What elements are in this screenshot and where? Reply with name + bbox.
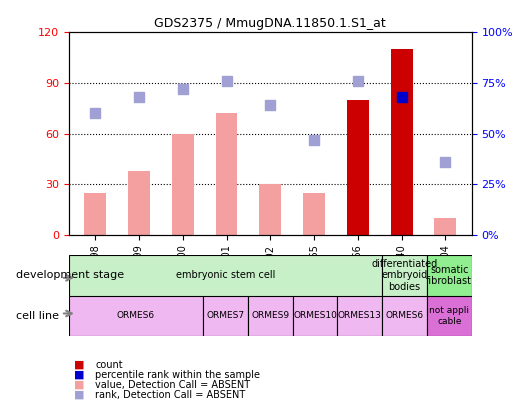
Text: value, Detection Call = ABSENT: value, Detection Call = ABSENT xyxy=(95,380,251,390)
Title: GDS2375 / MmugDNA.11850.1.S1_at: GDS2375 / MmugDNA.11850.1.S1_at xyxy=(154,17,386,30)
Bar xyxy=(128,171,150,235)
FancyBboxPatch shape xyxy=(69,296,203,336)
Text: percentile rank within the sample: percentile rank within the sample xyxy=(95,370,260,379)
Bar xyxy=(216,113,237,235)
Point xyxy=(354,78,362,84)
Text: development stage: development stage xyxy=(16,271,124,280)
Bar xyxy=(391,49,412,235)
Text: ■: ■ xyxy=(74,360,85,369)
Bar xyxy=(435,218,456,235)
FancyBboxPatch shape xyxy=(248,296,293,336)
FancyBboxPatch shape xyxy=(427,296,472,336)
Text: cell line: cell line xyxy=(16,311,59,321)
FancyBboxPatch shape xyxy=(427,255,472,296)
Text: rank, Detection Call = ABSENT: rank, Detection Call = ABSENT xyxy=(95,390,245,400)
Bar xyxy=(84,193,106,235)
Text: ORMES9: ORMES9 xyxy=(251,311,289,320)
Text: ORMES7: ORMES7 xyxy=(207,311,245,320)
Text: not appli
cable: not appli cable xyxy=(429,306,470,326)
Text: somatic
fibroblast: somatic fibroblast xyxy=(426,264,472,286)
Text: ■: ■ xyxy=(74,380,85,390)
Text: ■: ■ xyxy=(74,390,85,400)
FancyBboxPatch shape xyxy=(338,296,382,336)
Point xyxy=(179,86,187,92)
Text: ORMES6: ORMES6 xyxy=(117,311,155,320)
Text: embryonic stem cell: embryonic stem cell xyxy=(176,271,275,280)
Bar xyxy=(303,193,325,235)
Point xyxy=(398,94,406,100)
FancyBboxPatch shape xyxy=(203,296,248,336)
Text: differentiated
embryoid
bodies: differentiated embryoid bodies xyxy=(372,259,438,292)
Text: ORMES6: ORMES6 xyxy=(385,311,423,320)
FancyBboxPatch shape xyxy=(293,296,338,336)
FancyBboxPatch shape xyxy=(382,255,427,296)
Bar xyxy=(347,100,369,235)
Point xyxy=(441,159,449,165)
FancyBboxPatch shape xyxy=(69,255,382,296)
Text: count: count xyxy=(95,360,123,369)
Text: ORMES10: ORMES10 xyxy=(293,311,337,320)
Point xyxy=(222,78,231,84)
Point xyxy=(266,102,275,109)
Text: ■: ■ xyxy=(74,370,85,379)
Bar xyxy=(259,184,281,235)
FancyBboxPatch shape xyxy=(382,296,427,336)
Point xyxy=(310,136,319,143)
Bar xyxy=(172,134,193,235)
Text: ORMES13: ORMES13 xyxy=(338,311,382,320)
Point xyxy=(135,94,143,100)
Point xyxy=(91,110,100,117)
